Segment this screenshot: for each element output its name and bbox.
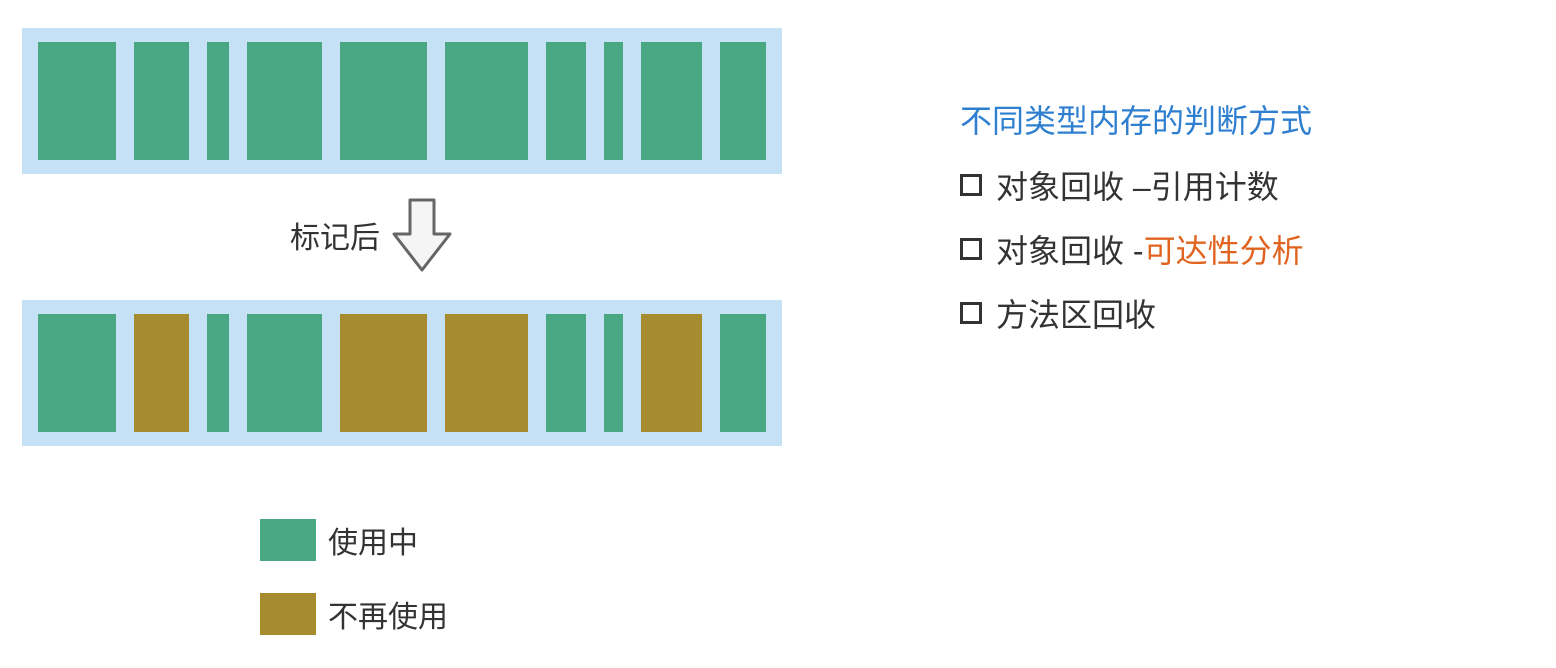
arrow-after-mark: 标记后 (290, 196, 454, 274)
side-item-text: 引用计数 (1151, 162, 1279, 208)
memory-block (134, 314, 189, 432)
square-bullet-icon (960, 238, 982, 260)
side-item: 对象回收 - 可达性分析 (960, 226, 1520, 272)
side-title: 不同类型内存的判断方式 (960, 96, 1520, 142)
memory-block (38, 42, 116, 160)
legend-swatch (260, 519, 316, 561)
side-panel: 不同类型内存的判断方式 对象回收 – 引用计数对象回收 - 可达性分析方法区回收 (960, 96, 1520, 354)
side-item: 对象回收 – 引用计数 (960, 162, 1520, 208)
legend-item: 不再使用 (260, 592, 448, 636)
square-bullet-icon (960, 174, 982, 196)
side-item-text: 可达性分析 (1144, 226, 1304, 272)
side-item-list: 对象回收 – 引用计数对象回收 - 可达性分析方法区回收 (960, 162, 1520, 336)
memory-block (445, 42, 529, 160)
memory-block (340, 314, 427, 432)
side-item-text: 方法区回收 (996, 290, 1156, 336)
side-item-prefix: 对象回收 – (996, 162, 1151, 208)
memory-block (247, 42, 322, 160)
memory-block (207, 42, 228, 160)
diagram-canvas: 标记后 使用中不再使用 不同类型内存的判断方式 对象回收 – 引用计数对象回收 … (0, 0, 1556, 668)
memory-row-after (22, 300, 782, 446)
memory-block (604, 314, 624, 432)
memory-block (604, 42, 624, 160)
memory-block (340, 42, 427, 160)
memory-block (546, 314, 585, 432)
arrow-label: 标记后 (290, 213, 380, 257)
memory-block (641, 314, 702, 432)
side-item: 方法区回收 (960, 290, 1520, 336)
memory-block (38, 314, 116, 432)
memory-block (134, 42, 189, 160)
arrow-down-icon (390, 196, 454, 274)
memory-block (641, 42, 702, 160)
legend-label: 不再使用 (328, 592, 448, 636)
memory-row-before (22, 28, 782, 174)
square-bullet-icon (960, 302, 982, 324)
legend: 使用中不再使用 (260, 518, 448, 666)
memory-block (720, 314, 766, 432)
legend-label: 使用中 (328, 518, 418, 562)
memory-block (546, 42, 585, 160)
legend-item: 使用中 (260, 518, 448, 562)
memory-block (445, 314, 529, 432)
memory-block (247, 314, 322, 432)
legend-swatch (260, 593, 316, 635)
memory-block (720, 42, 766, 160)
memory-block (207, 314, 228, 432)
side-item-prefix: 对象回收 - (996, 226, 1144, 272)
